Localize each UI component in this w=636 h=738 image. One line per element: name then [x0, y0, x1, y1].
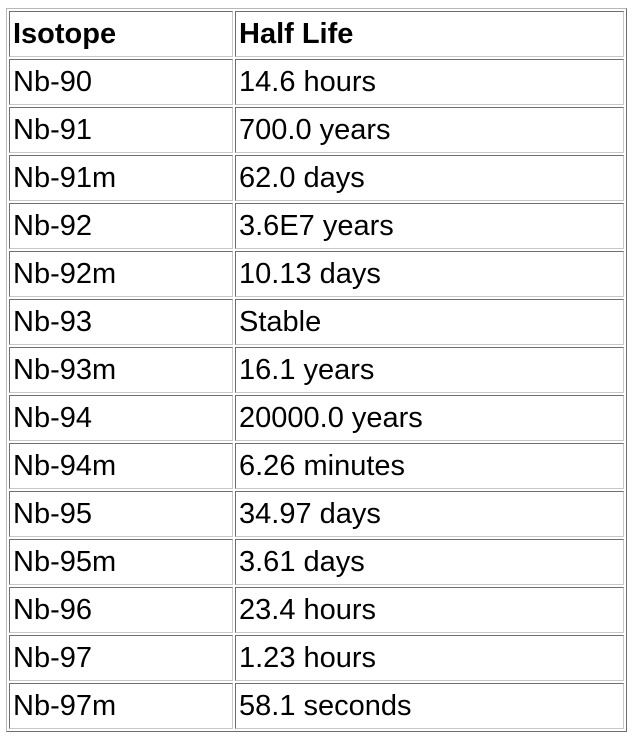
isotope-cell: Nb-96	[9, 587, 233, 633]
isotope-cell: Nb-95	[9, 491, 233, 537]
isotope-cell: Nb-97m	[9, 683, 233, 729]
table-row: Nb-93m 16.1 years	[9, 347, 624, 393]
header-isotope: Isotope	[9, 11, 233, 57]
half-life-cell: 3.61 days	[235, 539, 624, 585]
table-row: Nb-91 700.0 years	[9, 107, 624, 153]
isotope-half-life-table: Isotope Half Life Nb-90 14.6 hours Nb-91…	[6, 8, 627, 732]
table-row: Nb-97m 58.1 seconds	[9, 683, 624, 729]
isotope-cell: Nb-91	[9, 107, 233, 153]
isotope-cell: Nb-97	[9, 635, 233, 681]
isotope-cell: Nb-92m	[9, 251, 233, 297]
half-life-cell: 23.4 hours	[235, 587, 624, 633]
isotope-cell: Nb-92	[9, 203, 233, 249]
isotope-cell: Nb-94	[9, 395, 233, 441]
half-life-cell: 10.13 days	[235, 251, 624, 297]
table-row: Nb-94 20000.0 years	[9, 395, 624, 441]
half-life-cell: 58.1 seconds	[235, 683, 624, 729]
half-life-cell: 700.0 years	[235, 107, 624, 153]
table-row: Nb-92m 10.13 days	[9, 251, 624, 297]
table-row: Nb-95m 3.61 days	[9, 539, 624, 585]
half-life-cell: 6.26 minutes	[235, 443, 624, 489]
table-row: Nb-95 34.97 days	[9, 491, 624, 537]
isotope-cell: Nb-91m	[9, 155, 233, 201]
isotope-cell: Nb-93m	[9, 347, 233, 393]
isotope-cell: Nb-90	[9, 59, 233, 105]
isotope-cell: Nb-93	[9, 299, 233, 345]
table-row: Nb-92 3.6E7 years	[9, 203, 624, 249]
half-life-cell: 34.97 days	[235, 491, 624, 537]
table-row: Nb-91m 62.0 days	[9, 155, 624, 201]
table-row: Nb-90 14.6 hours	[9, 59, 624, 105]
isotope-cell: Nb-94m	[9, 443, 233, 489]
half-life-cell: 1.23 hours	[235, 635, 624, 681]
table-container: Isotope Half Life Nb-90 14.6 hours Nb-91…	[6, 8, 627, 732]
table-row: Nb-97 1.23 hours	[9, 635, 624, 681]
half-life-cell: 20000.0 years	[235, 395, 624, 441]
header-half-life: Half Life	[235, 11, 624, 57]
table-header-row: Isotope Half Life	[9, 11, 624, 57]
half-life-cell: 14.6 hours	[235, 59, 624, 105]
half-life-cell: Stable	[235, 299, 624, 345]
isotope-cell: Nb-95m	[9, 539, 233, 585]
table-row: Nb-96 23.4 hours	[9, 587, 624, 633]
table-row: Nb-94m 6.26 minutes	[9, 443, 624, 489]
table-row: Nb-93 Stable	[9, 299, 624, 345]
half-life-cell: 16.1 years	[235, 347, 624, 393]
half-life-cell: 62.0 days	[235, 155, 624, 201]
half-life-cell: 3.6E7 years	[235, 203, 624, 249]
